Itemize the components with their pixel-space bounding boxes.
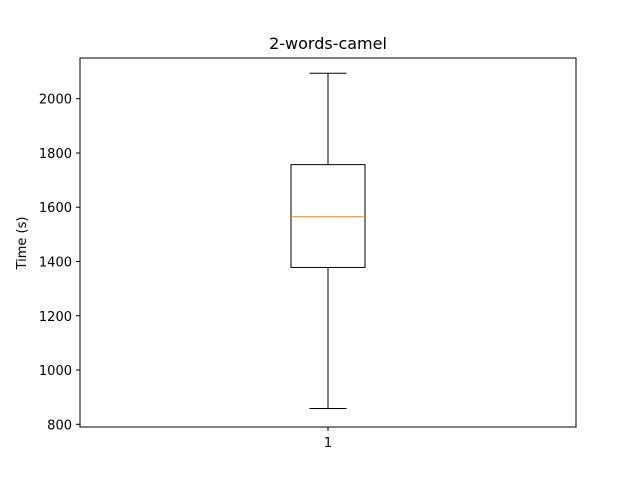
y-tick-label: 1400: [39, 255, 72, 270]
y-tick-label: 1200: [39, 310, 72, 325]
y-tick-label: 2000: [39, 93, 72, 108]
y-tick-label: 1800: [39, 147, 72, 162]
box-plot-series: [290, 72, 366, 410]
interquartile-box: [290, 164, 366, 268]
y-tick-label: 1000: [39, 364, 72, 379]
plot-frame: [79, 57, 577, 428]
y-axis-label: Time (s): [15, 217, 30, 271]
y-tick-label: 800: [47, 418, 72, 433]
x-axis-ticks: 1: [324, 427, 332, 451]
y-tick-label: 1600: [39, 201, 72, 216]
y-axis-ticks: 800 1000 1200 1400 1600 1800 2000: [39, 93, 80, 433]
chart-title: 2-words-camel: [269, 34, 387, 53]
x-tick-label: 1: [324, 436, 332, 451]
